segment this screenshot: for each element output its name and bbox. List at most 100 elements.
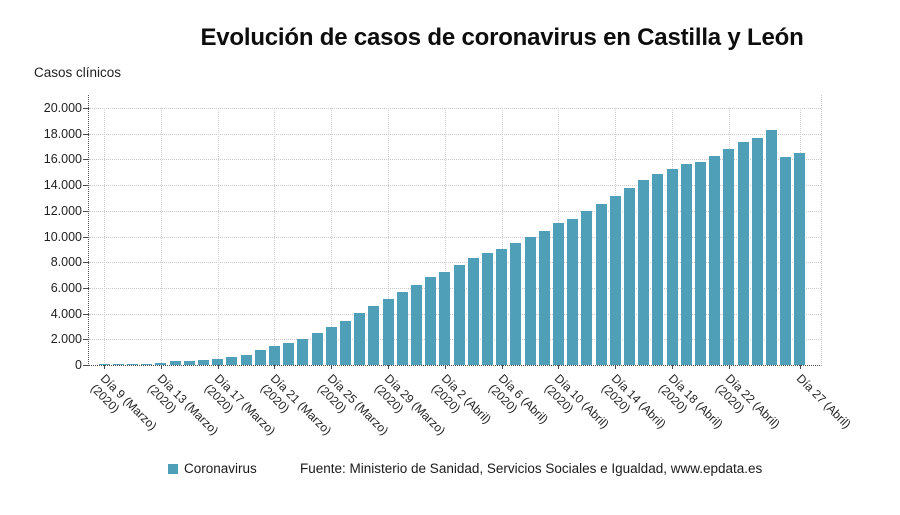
v-gridline — [501, 108, 503, 365]
x-axis-tick-label: Día 6 (Abril) (2020) — [486, 371, 551, 436]
bar-día-19-abril[interactable] — [680, 164, 692, 365]
y-axis-tick — [83, 313, 89, 315]
x-axis-tick — [104, 365, 105, 369]
source-credit: Fuente: Ministerio de Sanidad, Servicios… — [300, 461, 763, 476]
v-gridline — [388, 108, 389, 365]
bar-día-15-marzo[interactable] — [183, 360, 195, 365]
bar-día-11-abril[interactable] — [567, 219, 579, 365]
bar-día-17-marzo[interactable] — [212, 359, 224, 365]
v-gridline — [331, 108, 333, 365]
bar-día-27-marzo[interactable] — [354, 312, 366, 365]
y-axis-tick-label: 10.000 — [43, 229, 82, 244]
bar-día-14-marzo[interactable] — [169, 361, 181, 365]
bar-día-21-abril[interactable] — [709, 155, 721, 365]
h-gridline — [89, 159, 821, 161]
bar-día-23-abril[interactable] — [737, 142, 749, 365]
bar-día-19-marzo[interactable] — [240, 354, 252, 365]
y-axis-tick-label: 2.000 — [50, 332, 82, 347]
y-axis-tick — [83, 108, 89, 109]
bar-día-24-abril[interactable] — [751, 137, 763, 365]
y-axis-tick-label: 14.000 — [43, 178, 82, 193]
bar-día-12-marzo[interactable] — [141, 363, 153, 365]
bar-día-9-marzo[interactable] — [98, 364, 110, 365]
bar-día-9-abril[interactable] — [538, 230, 550, 365]
x-axis-tick — [799, 365, 801, 369]
bar-día-16-marzo[interactable] — [197, 359, 209, 365]
y-axis-tick-label: 0 — [75, 358, 82, 372]
y-axis-tick-label: 16.000 — [43, 152, 82, 167]
x-axis-tick-label: Día 27 (Abril) — [793, 371, 854, 432]
x-axis-tick — [444, 365, 446, 369]
bar-día-4-abril[interactable] — [467, 258, 479, 365]
x-axis-tick-label: Día 9 (Marzo) (2020) — [88, 371, 159, 443]
v-gridline — [444, 108, 446, 365]
bar-día-11-marzo[interactable] — [126, 364, 138, 365]
y-axis-tick — [83, 159, 89, 161]
y-axis-tick — [83, 339, 89, 341]
bar-día-27-abril[interactable] — [794, 153, 806, 365]
bar-día-28-marzo[interactable] — [368, 306, 380, 365]
x-axis-tick-label-date: Día 27 (Abril) — [793, 371, 854, 432]
bar-día-7-abril[interactable] — [510, 242, 522, 365]
legend-swatch-icon — [168, 463, 178, 474]
x-axis-tick — [501, 365, 503, 369]
bar-día-13-marzo[interactable] — [155, 362, 167, 365]
v-gridline — [217, 108, 219, 365]
bar-día-8-abril[interactable] — [524, 236, 536, 365]
h-gridline — [89, 133, 821, 135]
bar-día-20-abril[interactable] — [694, 161, 706, 365]
bar-día-18-abril[interactable] — [666, 169, 678, 365]
bar-día-3-abril[interactable] — [453, 265, 465, 365]
y-axis-tick — [83, 133, 89, 135]
bar-día-30-marzo[interactable] — [396, 291, 408, 365]
bar-día-20-marzo[interactable] — [254, 350, 266, 365]
bar-día-17-abril[interactable] — [652, 174, 664, 365]
bar-día-1-abril[interactable] — [425, 277, 437, 365]
x-axis-tick — [160, 365, 162, 369]
v-gridline — [160, 108, 162, 365]
bar-día-23-marzo[interactable] — [297, 338, 309, 365]
bar-día-21-marzo[interactable] — [268, 346, 280, 365]
v-gridline — [274, 108, 276, 365]
bar-día-22-abril[interactable] — [723, 149, 735, 365]
bar-día-18-marzo[interactable] — [226, 357, 238, 365]
h-gridline — [89, 108, 821, 109]
legend-item-coronavirus[interactable]: Coronavirus — [168, 461, 257, 476]
bar-día-25-abril[interactable] — [765, 129, 777, 365]
x-axis-tick-label: Día 10 (Abril) (2020) — [542, 371, 612, 441]
x-axis-tick-label: Día 22 (Abril) (2020) — [713, 371, 782, 441]
y-axis-tick-label: 8.000 — [50, 255, 82, 270]
y-axis-tick — [83, 287, 89, 289]
x-axis-tick — [217, 365, 219, 369]
bar-día-14-abril[interactable] — [609, 196, 621, 365]
bar-día-29-marzo[interactable] — [382, 299, 394, 365]
h-gridline — [89, 262, 821, 264]
bar-día-13-abril[interactable] — [595, 204, 607, 365]
x-axis-tick — [728, 365, 730, 369]
bar-día-26-marzo[interactable] — [339, 321, 351, 365]
bar-día-25-marzo[interactable] — [325, 327, 337, 365]
bar-día-10-marzo[interactable] — [112, 364, 124, 365]
x-axis-tick — [388, 365, 389, 369]
bar-día-6-abril[interactable] — [496, 249, 508, 365]
bar-día-15-abril[interactable] — [623, 188, 635, 365]
y-axis-title: Casos clínicos — [34, 65, 122, 80]
y-axis-tick — [83, 210, 89, 212]
x-axis-tick — [274, 365, 276, 369]
bar-día-12-abril[interactable] — [581, 210, 593, 365]
bar-día-5-abril[interactable] — [481, 253, 493, 365]
bar-día-22-marzo[interactable] — [283, 342, 295, 365]
h-gridline — [89, 210, 821, 212]
y-axis-tick-label: 12.000 — [43, 203, 82, 218]
y-axis-tick — [83, 185, 89, 187]
h-gridline — [89, 236, 821, 238]
y-axis-tick — [83, 236, 89, 238]
bar-día-16-abril[interactable] — [638, 180, 650, 365]
bar-día-26-abril[interactable] — [780, 156, 792, 365]
bar-día-31-marzo[interactable] — [410, 284, 422, 365]
h-gridline — [89, 185, 821, 187]
bar-día-10-abril[interactable] — [552, 223, 564, 365]
bar-día-24-marzo[interactable] — [311, 333, 323, 365]
bar-día-2-abril[interactable] — [439, 271, 451, 365]
